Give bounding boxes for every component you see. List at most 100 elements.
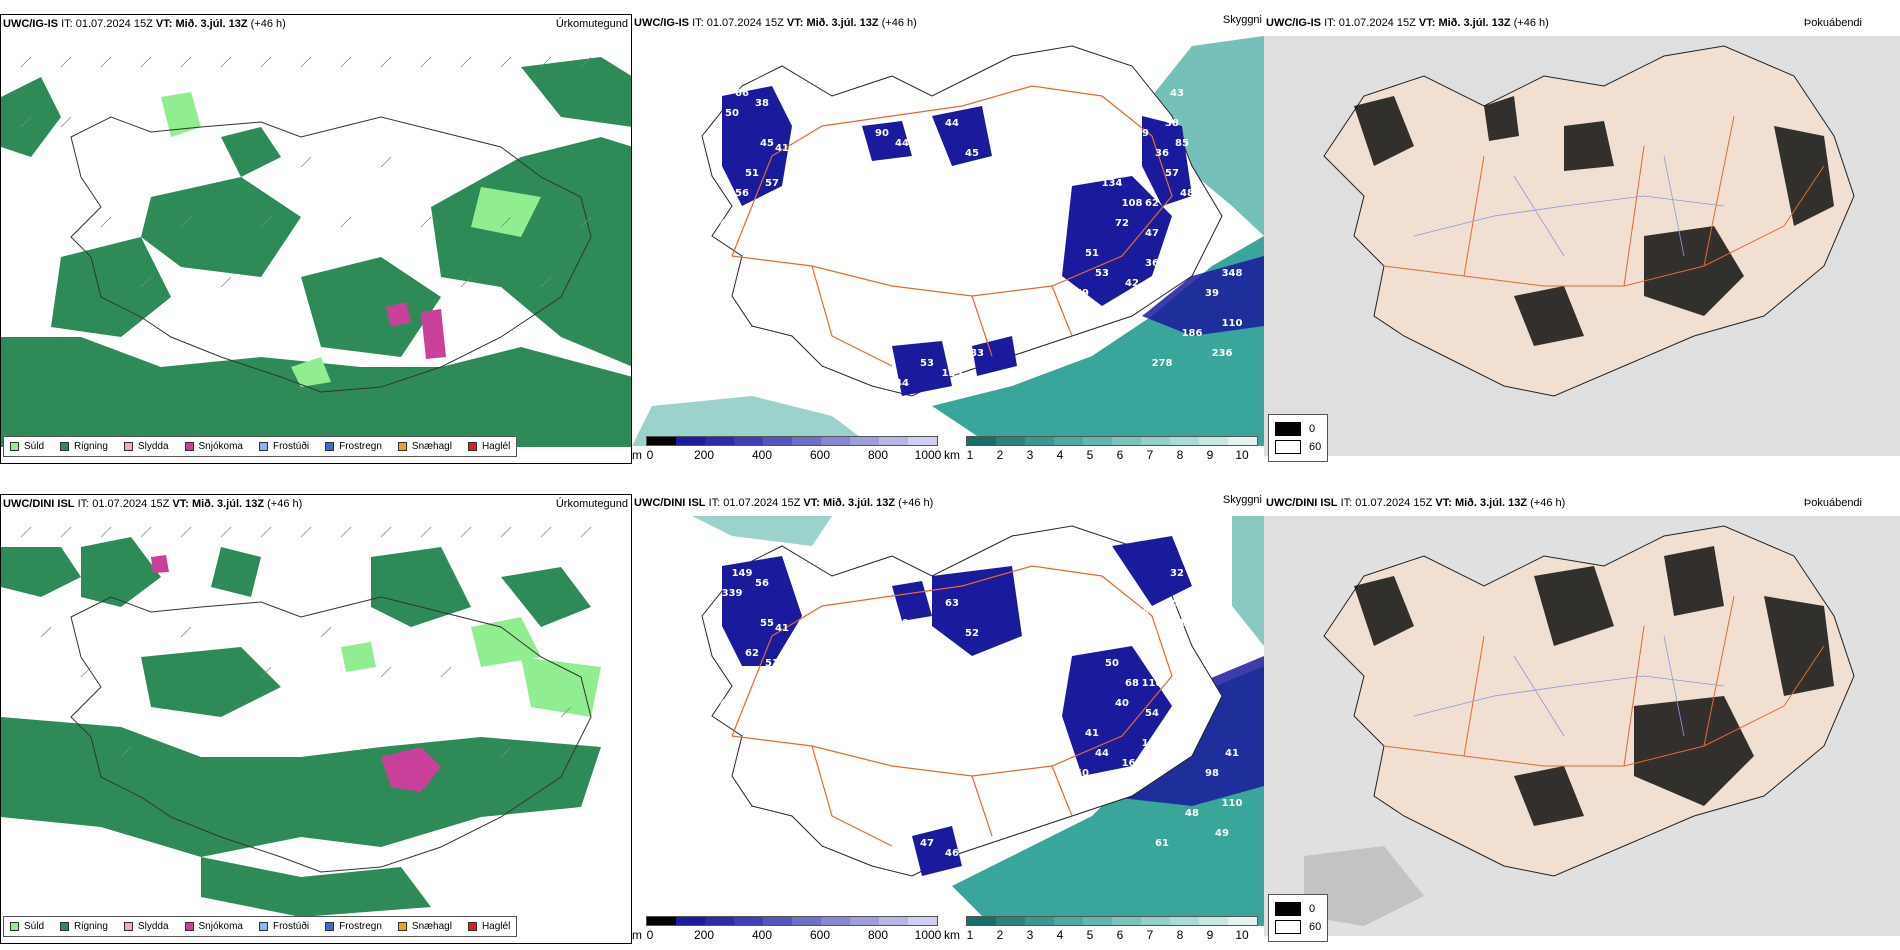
panel-title: Úrkomutegund [555, 498, 628, 510]
ceiling-value-label: 110 [1222, 798, 1243, 809]
ceiling-value-label: 117 [1142, 738, 1163, 749]
legend-item: Slydda [123, 441, 169, 452]
legend-item: Súld [10, 921, 44, 932]
panel-header: UWC/DINI ISL IT: 01.07.2024 15Z VT: Mið.… [3, 498, 303, 510]
legend-item: Snæhagl [397, 921, 452, 932]
ceiling-value-label: 51 [765, 658, 779, 669]
precip-map[interactable] [1, 37, 631, 447]
ceiling-value-label: 188 [882, 418, 903, 429]
fog-legend: 0 60 [1268, 414, 1329, 462]
legend-item: Rigning [60, 921, 108, 932]
ceiling-value-label: 48 [1185, 808, 1199, 819]
ceiling-value-label: 50 [925, 708, 939, 719]
snow-areas [386, 302, 446, 359]
ceiling-value-label: 129 [942, 368, 963, 379]
ceiling-value-label: 57 [1165, 168, 1179, 179]
legend-item: Frostregn [325, 921, 382, 932]
visibility-unit: km [944, 928, 960, 942]
ceiling-value-label: 62 [995, 718, 1009, 729]
ceiling-unit: m [632, 928, 642, 942]
ceiling-value-label: 40 [1165, 598, 1179, 609]
ceiling-value-label: 41 [775, 143, 789, 154]
fog-legend-row: 0 [1275, 900, 1321, 918]
ceiling-value-label: 50 [1075, 768, 1089, 779]
ceiling-value-label: 42 [720, 218, 734, 229]
ceiling-value-label: 36 [1155, 148, 1169, 159]
ceiling-value-label: 53 [1095, 268, 1109, 279]
fog-map[interactable] [1264, 36, 1900, 456]
ceiling-value-label: 85 [1175, 138, 1189, 149]
legend-item: Haglél [467, 921, 510, 932]
panel-header: UWC/DINI ISL IT: 01.07.2024 15Z VT: Mið.… [634, 497, 934, 509]
ceiling-value-label: 41 [720, 278, 734, 289]
fog-panel-row1: UWC/IG-IS IT: 01.07.2024 15Z VT: Mið. 3.… [1264, 14, 1900, 464]
snow-areas [151, 555, 441, 792]
ceiling-value-label: 40 [1115, 698, 1129, 709]
ceiling-value-label: 44 [895, 378, 909, 389]
ceiling-value-label: 278 [1152, 358, 1173, 369]
ceiling-value-label: 35 [925, 393, 939, 404]
fog-legend-row: 0 [1275, 420, 1321, 438]
fog-legend-row: 60 [1275, 918, 1321, 936]
ceiling-value-label: 43 [1170, 88, 1184, 99]
fog-panel-row2: UWC/DINI ISL IT: 01.07.2024 15Z VT: Mið.… [1264, 494, 1900, 944]
ceiling-value-label: 48 [1180, 188, 1194, 199]
ceiling-value-label: 65 [995, 238, 1009, 249]
ceiling-value-label: 98 [1205, 768, 1219, 779]
ceiling-vis-map[interactable]: 66 50 38 45 41 51 57 56 42 53 41 90 44 44 45 69 73 65 134 1… [632, 36, 1264, 446]
wind-barbs [20, 526, 592, 758]
ceiling-value-label: 117 [1172, 618, 1193, 629]
ceiling-value-label: 77 [720, 758, 734, 769]
roads [731, 85, 1173, 367]
ceiling-value-label: 97 [1165, 648, 1179, 659]
precip-map[interactable] [1, 517, 631, 927]
ceiling-value-label: 50 [725, 108, 739, 119]
roads [731, 565, 1173, 847]
ceiling-value-label: 110 [1222, 318, 1243, 329]
ceiling-value-label: 56 [735, 188, 749, 199]
ceiling-value-label: 36 [1145, 258, 1159, 269]
panel-header: UWC/IG-IS IT: 01.07.2024 15Z VT: Mið. 3.… [3, 18, 286, 30]
ceiling-value-label: 55 [760, 618, 774, 629]
precip-panel-row2: UWC/DINI ISL IT: 01.07.2024 15Z VT: Mið.… [0, 494, 632, 944]
ceiling-unit: m [632, 448, 642, 462]
ceiling-value-label: 44 [945, 118, 959, 129]
legend-item: Haglél [467, 441, 510, 452]
ceiling-value-label: 41 [1225, 748, 1239, 759]
panel-title: Úrkomutegund [555, 18, 628, 30]
ceiling-value-label: 165 [1152, 628, 1173, 639]
ceiling-value-label: 61 [1155, 838, 1169, 849]
legend-item: Frostúði [258, 441, 309, 452]
ceiling-value-label: 69 [945, 188, 959, 199]
ceiling-value-label: 41 [1085, 728, 1099, 739]
ceiling-value-label: 186 [1182, 328, 1203, 339]
ceiling-value-label: 41 [775, 623, 789, 634]
precip-panel-row1: UWC/IG-IS IT: 01.07.2024 15Z VT: Mið. 3.… [0, 14, 632, 464]
ceiling-value-label: 42 [1125, 278, 1139, 289]
visibility-colorbar: km 1 2 3 4 5 6 7 8 9 10 [944, 916, 1264, 944]
low-ceiling-areas [722, 536, 1192, 876]
ceiling-vis-map[interactable]: 149 339 56 55 41 62 51 63 48 54 77 41 49 63 52 40 50 62 50… [632, 516, 1264, 926]
fog-map[interactable] [1264, 516, 1900, 936]
legend-item: Frostregn [325, 441, 382, 452]
ceiling-value-label: 68 [1125, 678, 1139, 689]
ceiling-value-label: 72 [1115, 218, 1129, 229]
ceiling-value-label: 104 [1182, 708, 1203, 719]
ceiling-value-label: 46 [945, 848, 959, 859]
ceiling-vis-panel-row2: UWC/DINI ISL IT: 01.07.2024 15Z VT: Mið.… [632, 494, 1264, 944]
ceiling-value-label: 57 [765, 178, 779, 189]
ceiling-value-label: 32 [1170, 568, 1184, 579]
panel-header: UWC/IG-IS IT: 01.07.2024 15Z VT: Mið. 3.… [1266, 17, 1549, 29]
ceiling-value-label: 162 [1122, 758, 1143, 769]
ceiling-value-label: 63 [945, 598, 959, 609]
panel-title: Skyggni [1222, 494, 1262, 506]
fog-legend: 0 60 [1268, 894, 1329, 942]
fog-areas [1354, 546, 1834, 826]
visibility-colorbar: km 1 2 3 4 5 6 7 8 9 10 [944, 436, 1264, 464]
ceiling-value-label: 44 [895, 138, 909, 149]
rain-areas [1, 537, 601, 917]
ceiling-value-label: 52 [965, 628, 979, 639]
panel-header: UWC/DINI ISL IT: 01.07.2024 15Z VT: Mið.… [1266, 497, 1566, 509]
